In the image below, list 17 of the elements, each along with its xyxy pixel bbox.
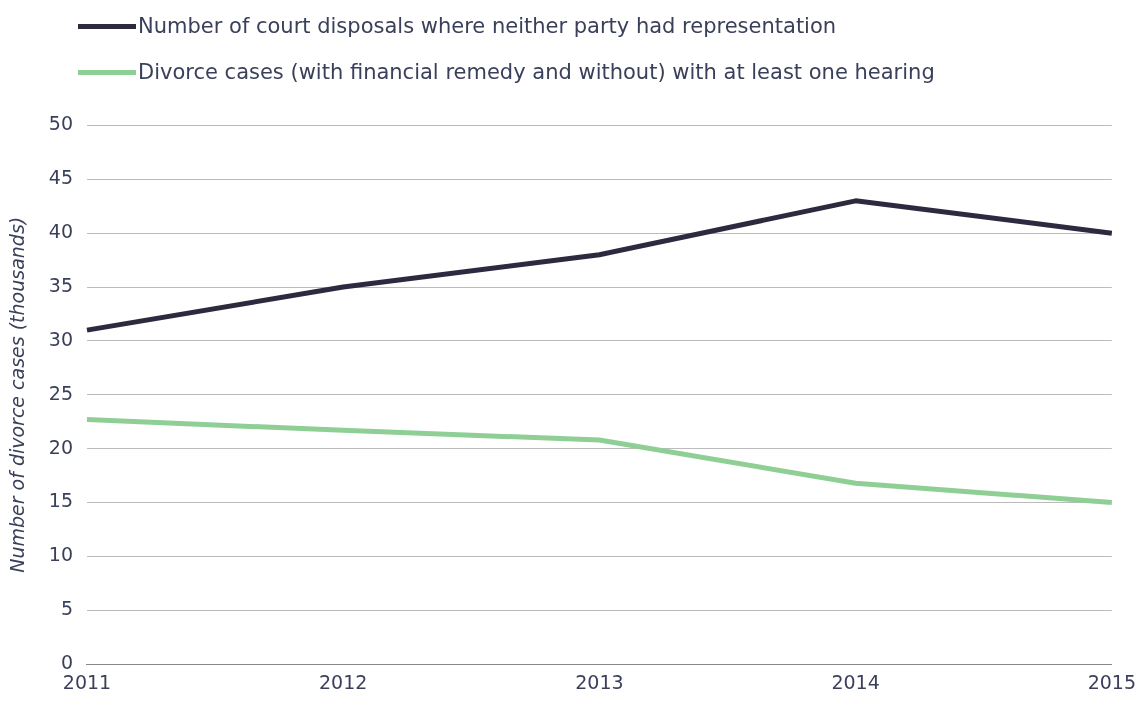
y-tick-label: 20 — [48, 435, 73, 458]
legend-label: Divorce cases (with financial remedy and without) with at least one hearing — [138, 60, 935, 84]
y-tick-label: 10 — [48, 543, 73, 566]
y-tick-label: 15 — [48, 489, 73, 512]
y-tick-label: 35 — [48, 273, 73, 296]
x-tick-label: 2013 — [575, 670, 624, 693]
x-tick-label: 2014 — [831, 670, 880, 693]
y-tick-label: 25 — [48, 381, 73, 404]
y-tick-label: 40 — [48, 220, 73, 243]
y-axis-title: Number of divorce cases (thousands) — [6, 216, 29, 573]
y-tick-label: 45 — [48, 166, 73, 189]
y-tick-label: 50 — [48, 112, 73, 135]
x-tick-label: 2015 — [1087, 670, 1136, 693]
legend-label: Number of court disposals where neither party had representation — [138, 14, 837, 38]
y-tick-label: 30 — [48, 327, 73, 350]
x-tick-label: 2012 — [319, 670, 368, 693]
y-tick-label: 5 — [60, 597, 73, 620]
